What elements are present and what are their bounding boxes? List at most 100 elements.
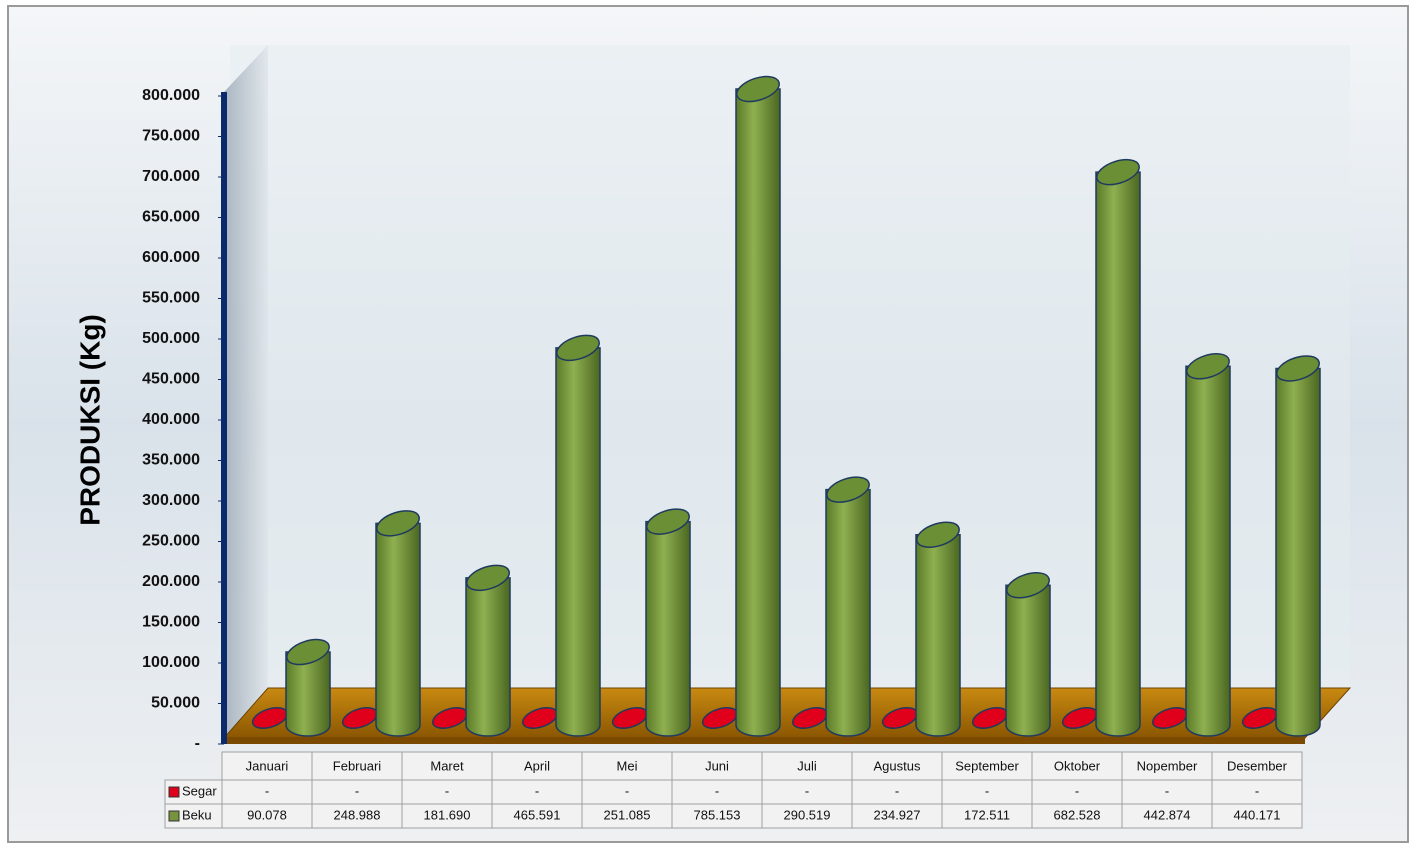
cylinder-body <box>1275 367 1321 737</box>
value-label: - <box>265 783 269 798</box>
y-tick-label: 300.000 <box>142 492 200 509</box>
y-tick-label: 800.000 <box>142 87 200 104</box>
value-label: - <box>625 783 629 798</box>
value-label: - <box>805 783 809 798</box>
value-label: 440.171 <box>1234 807 1281 822</box>
value-label: 465.591 <box>514 807 561 822</box>
value-label: 290.519 <box>784 807 831 822</box>
beku-bar <box>1095 158 1141 737</box>
table-cell <box>851 803 943 829</box>
beku-bar <box>1005 572 1051 737</box>
y-tick-label: 600.000 <box>142 249 200 266</box>
table-cell <box>851 751 943 781</box>
value-label: 172.511 <box>964 807 1010 822</box>
cylinder-top <box>556 334 600 362</box>
beku-bar <box>825 476 871 737</box>
cylinder-top <box>286 638 330 666</box>
y-tick-label: 400.000 <box>142 411 200 428</box>
value-label: 442.874 <box>1144 807 1191 822</box>
cylinder-top <box>1276 355 1320 382</box>
legend-label: Segar <box>182 783 217 798</box>
y-tick-label: 350.000 <box>142 452 200 469</box>
table-cell <box>581 779 673 805</box>
cylinder-body <box>375 522 421 737</box>
beku-bar <box>1185 353 1231 737</box>
y-tick-label: 750.000 <box>142 128 200 145</box>
beku-bar <box>735 75 781 737</box>
x-tick-label: April <box>524 758 550 773</box>
value-label: - <box>445 783 449 798</box>
cylinder-body <box>735 88 781 737</box>
y-tick-label: 150.000 <box>142 614 200 631</box>
beku-bar <box>375 510 421 737</box>
value-label: 90.078 <box>247 807 287 822</box>
table-cell <box>401 779 493 805</box>
table-cell <box>761 803 853 829</box>
table-cell <box>761 751 853 781</box>
value-label: 682.528 <box>1054 807 1101 822</box>
cylinder-top <box>646 508 690 535</box>
value-label: - <box>1255 783 1259 798</box>
cylinder-top <box>916 521 960 548</box>
floor-edge <box>224 738 1305 744</box>
y-tick-label: 250.000 <box>142 533 200 550</box>
cylinder-body <box>465 577 511 737</box>
cylinder-top <box>1006 572 1050 599</box>
legend-swatch <box>168 810 180 822</box>
table-cell <box>1121 803 1213 829</box>
x-tick-label: Mei <box>617 758 638 773</box>
value-label: - <box>355 783 359 798</box>
table-cell <box>311 779 403 805</box>
beku-bar <box>465 564 511 737</box>
cylinder-body <box>825 488 871 737</box>
beku-bar <box>645 508 691 737</box>
table-cell <box>221 803 313 829</box>
x-tick-label: Oktober <box>1054 758 1101 773</box>
x-tick-label: Juni <box>705 758 729 773</box>
y-tick-label: 50.000 <box>151 695 200 712</box>
beku-bar <box>555 334 601 737</box>
x-tick-label: Februari <box>333 758 382 773</box>
x-tick-label: September <box>955 758 1019 773</box>
y-tick-label: 100.000 <box>142 654 200 671</box>
table-cell <box>941 779 1033 805</box>
table-cell <box>491 779 583 805</box>
table-cell <box>1211 751 1303 781</box>
table-cell <box>671 803 763 829</box>
table-cell <box>1121 751 1213 781</box>
y-tick-label: 700.000 <box>142 168 200 185</box>
cylinder-body <box>645 520 691 737</box>
cylinder-top <box>1096 158 1140 186</box>
table-cell <box>221 751 313 781</box>
beku-bar <box>285 638 331 737</box>
table-cell <box>311 751 403 781</box>
value-label: - <box>895 783 899 798</box>
y-tick-label: - <box>195 735 200 752</box>
x-tick-label: Juli <box>797 758 817 773</box>
y-tick-label: 450.000 <box>142 371 200 388</box>
value-label: 248.988 <box>334 807 381 822</box>
value-label: - <box>985 783 989 798</box>
value-label: 181.690 <box>424 807 471 822</box>
value-label: - <box>715 783 719 798</box>
cylinder-top <box>1186 353 1230 380</box>
y-tick-label: 650.000 <box>142 209 200 226</box>
y-tick-label: 550.000 <box>142 290 200 307</box>
cylinder-top <box>376 510 420 537</box>
cylinder-body <box>1095 171 1141 737</box>
x-tick-label: Januari <box>246 758 289 773</box>
value-label: - <box>535 783 539 798</box>
table-cell <box>581 803 673 829</box>
beku-bar <box>915 521 961 737</box>
y-tick-label: 500.000 <box>142 330 200 347</box>
legend-label: Beku <box>182 807 212 822</box>
table-cell <box>491 751 583 781</box>
cylinder-body <box>285 651 331 737</box>
table-cell <box>1211 803 1303 829</box>
beku-bar <box>1275 355 1321 737</box>
side-wall <box>224 45 268 742</box>
value-label: - <box>1165 783 1169 798</box>
y-tick-label: 200.000 <box>142 573 200 590</box>
table-cell <box>221 779 313 805</box>
table-cell <box>941 803 1033 829</box>
